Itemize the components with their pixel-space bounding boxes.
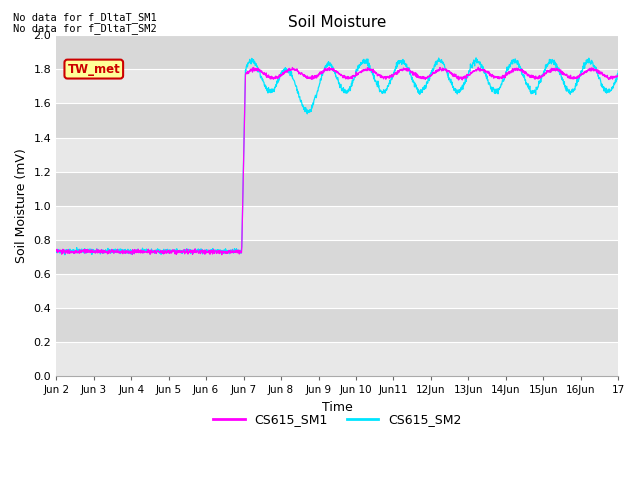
Bar	[56, 240, 618, 274]
Bar	[56, 36, 618, 70]
Bar	[56, 171, 618, 205]
Bar	[56, 205, 618, 240]
Y-axis label: Soil Moisture (mV): Soil Moisture (mV)	[15, 148, 28, 263]
Bar	[56, 342, 618, 376]
Legend: CS615_SM1, CS615_SM2: CS615_SM1, CS615_SM2	[208, 408, 467, 431]
X-axis label: Time: Time	[322, 400, 353, 413]
Bar	[56, 70, 618, 104]
Bar	[56, 308, 618, 342]
Bar	[56, 104, 618, 137]
Text: No data for f_DltaT_SM1: No data for f_DltaT_SM1	[13, 12, 157, 23]
Text: TW_met: TW_met	[67, 62, 120, 75]
Bar	[56, 274, 618, 308]
Bar	[56, 137, 618, 171]
Title: Soil Moisture: Soil Moisture	[288, 15, 387, 30]
Text: No data for f_DltaT_SM2: No data for f_DltaT_SM2	[13, 23, 157, 34]
